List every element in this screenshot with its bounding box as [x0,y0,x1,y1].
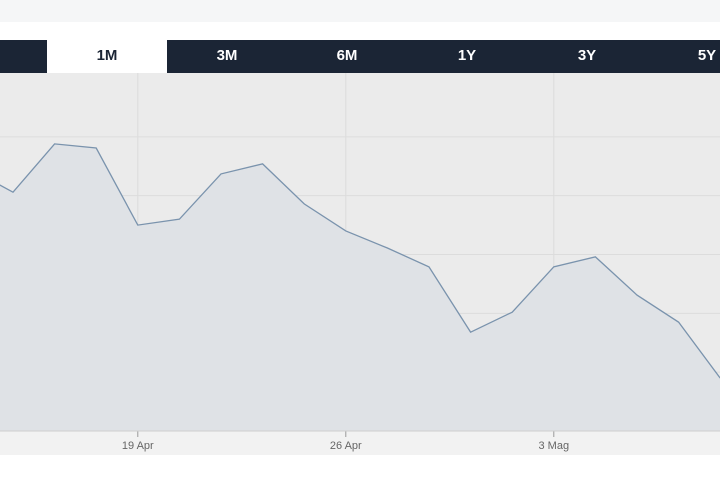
tab[interactable] [0,40,47,73]
tab[interactable]: 3M [217,47,238,64]
area [0,143,720,431]
tab-selected-bg [47,40,167,73]
tab[interactable]: 5Y [698,47,716,64]
line [0,143,720,379]
tab[interactable]: 1Y [458,47,476,64]
x-tick-label: 26 Apr [330,440,362,452]
tab[interactable]: 6M [337,47,358,64]
x-tick-label: 3 Mag [539,440,570,452]
x-axis-band [0,431,720,455]
tab[interactable]: 3Y [578,47,596,64]
tab-selected[interactable]: 1M [97,47,118,64]
top-band [0,0,720,22]
x-tick-label: 19 Apr [122,440,154,452]
